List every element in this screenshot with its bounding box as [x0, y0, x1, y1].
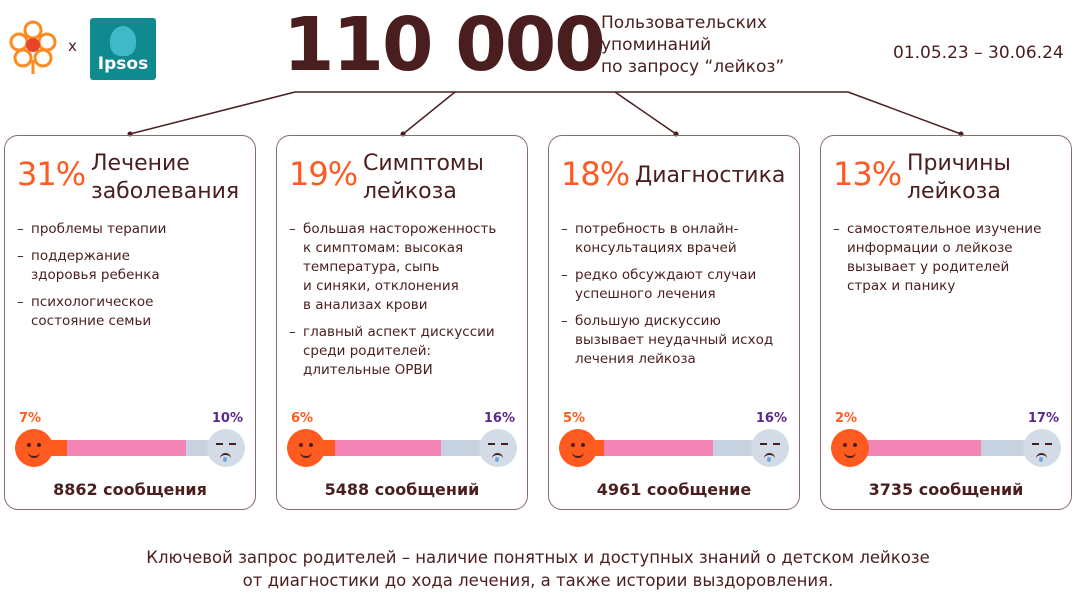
ipsos-logo: Ipsos: [90, 18, 156, 80]
sad-face-icon: [751, 429, 789, 467]
happy-face-icon: [287, 429, 325, 467]
card-share: 31%: [17, 155, 86, 193]
card-title: Диагностика: [635, 163, 786, 188]
card-treatment: 31% Лечение заболевания проблемы терапии…: [4, 135, 256, 510]
ipsos-head-icon: [110, 26, 136, 56]
negative-share: 16%: [483, 411, 515, 426]
card-bullets: потребность в онлайн- консультациях врач…: [561, 220, 793, 377]
total-mentions-caption: Пользовательских упоминаний по запросу “…: [601, 13, 785, 77]
card-diagnostics: 18% Диагностика потребность в онлайн- ко…: [548, 135, 800, 510]
positive-share: 2%: [835, 411, 858, 426]
total-mentions-number: 110 000: [283, 2, 606, 88]
list-item: редко обсуждают случаи успешного лечения: [561, 266, 793, 304]
list-item: главный аспект дискуссии среди родителей…: [289, 323, 521, 380]
card-symptoms: 19% Симптомы лейкоза большая настороженн…: [276, 135, 528, 510]
sentiment-bar: [589, 440, 761, 456]
sentiment-bar: [45, 440, 217, 456]
list-item: поддержание здоровья ребенка: [17, 247, 249, 285]
ipsos-logo-text: Ipsos: [97, 54, 149, 74]
happy-face-icon: [559, 429, 597, 467]
card-title: Симптомы лейкоза: [363, 151, 484, 204]
card-title: Лечение заболевания: [91, 151, 240, 204]
negative-share: 17%: [1027, 411, 1059, 426]
sad-face-icon: [479, 429, 517, 467]
card-bullets: самостоятельное изучение информации о ле…: [833, 220, 1065, 304]
card-causes: 13% Причины лейкоза самостоятельное изуч…: [820, 135, 1072, 510]
negative-segment: [712, 440, 761, 456]
card-share: 18%: [561, 155, 630, 193]
list-item: потребность в онлайн- консультациях врач…: [561, 220, 793, 258]
sentiment-bar: [317, 440, 489, 456]
card-share: 13%: [833, 155, 902, 193]
message-count: 5488 сообщений: [324, 480, 480, 499]
happy-face-icon: [831, 429, 869, 467]
card-share: 19%: [289, 155, 358, 193]
list-item: большая настороженность к симптомам: выс…: [289, 220, 521, 315]
list-item: большую дискуссию вызывает неудачный исх…: [561, 312, 793, 369]
sad-face-icon: [1023, 429, 1061, 467]
list-item: проблемы терапии: [17, 220, 249, 239]
neutral-segment: [334, 440, 442, 456]
card-title: Причины лейкоза: [907, 151, 1011, 204]
neutral-segment: [604, 440, 713, 456]
negative-share: 10%: [211, 411, 243, 426]
fund-flower-logo: [9, 20, 57, 74]
card-bullets: проблемы терапии поддержание здоровья ре…: [17, 220, 249, 339]
list-item: самостоятельное изучение информации о ле…: [833, 220, 1065, 296]
card-bullets: большая настороженность к симптомам: выс…: [289, 220, 521, 388]
negative-segment: [441, 440, 489, 456]
logo-separator: x: [68, 37, 77, 55]
key-takeaway: Ключевой запрос родителей – наличие поня…: [146, 548, 930, 590]
message-count: 4961 сообщение: [596, 480, 752, 499]
neutral-segment: [67, 440, 186, 456]
list-item: психологическое состояние семьи: [17, 293, 249, 331]
positive-share: 6%: [291, 411, 314, 426]
positive-share: 5%: [563, 411, 586, 426]
positive-share: 7%: [19, 411, 42, 426]
sentiment-bar: [861, 440, 1033, 456]
message-count: 3735 сообщений: [868, 480, 1024, 499]
negative-share: 16%: [755, 411, 787, 426]
negative-segment: [980, 440, 1033, 456]
happy-face-icon: [15, 429, 53, 467]
message-count: 8862 сообщения: [53, 480, 207, 499]
sad-face-icon: [207, 429, 245, 467]
date-range: 01.05.23 – 30.06.24: [893, 43, 1064, 63]
neutral-segment: [867, 440, 981, 456]
